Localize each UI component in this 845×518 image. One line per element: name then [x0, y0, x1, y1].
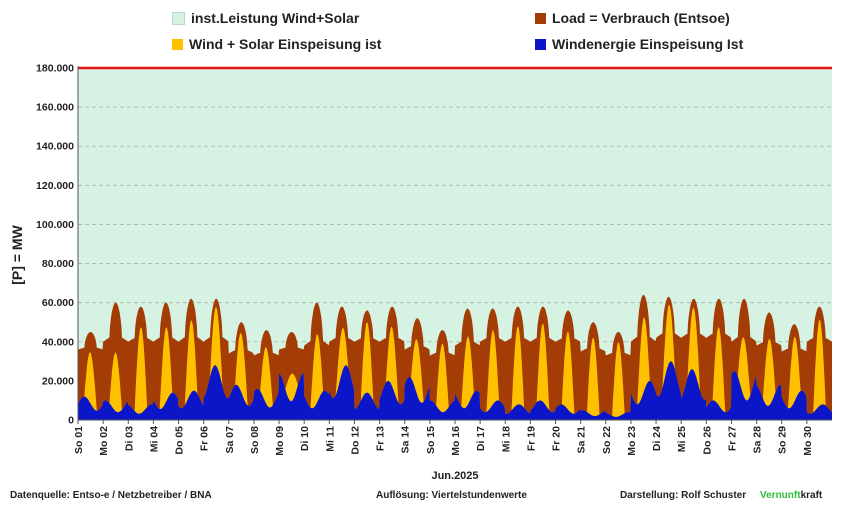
- legend-label-windsolar: Wind + Solar Einspeisung ist: [189, 36, 382, 52]
- y-tick-label: 100.000: [36, 219, 74, 231]
- x-tick-label: Fr 13: [375, 426, 387, 451]
- footer-resolution: Auflösung: Viertelstundenwerte: [376, 490, 527, 501]
- x-tick-label: Di 17: [475, 426, 487, 451]
- x-tick-label: Mi 04: [148, 426, 160, 452]
- y-tick-label: 180.000: [36, 63, 74, 75]
- legend-item-installed: inst.Leistung Wind+Solar: [172, 10, 359, 26]
- legend-label-load: Load = Verbrauch (Entsoe): [552, 10, 730, 26]
- x-tick-label: Do 05: [174, 426, 186, 455]
- x-tick-label: So 29: [777, 426, 789, 454]
- x-tick-label: Fr 20: [551, 426, 563, 451]
- x-tick-label: Di 24: [651, 426, 663, 451]
- y-tick-label: 120.000: [36, 180, 74, 192]
- x-tick-label: Di 03: [123, 426, 135, 451]
- x-axis-label: Jun.2025: [431, 470, 478, 482]
- x-tick-label: Mo 23: [626, 426, 638, 456]
- legend-label-installed: inst.Leistung Wind+Solar: [191, 10, 360, 26]
- x-tick-label: Do 12: [349, 426, 361, 455]
- y-tick-label: 40.000: [42, 336, 74, 348]
- y-tick-label: 20.000: [42, 375, 74, 387]
- legend-item-load: Load = Verbrauch (Entsoe): [535, 10, 730, 26]
- footer-brand-black: kraft: [800, 490, 823, 501]
- y-axis-label: [P] = MW: [9, 224, 25, 284]
- wind-solar-series-area: [78, 304, 832, 420]
- x-axis: So 01 Mo 02 Di 03 Mi 04 Do 05 Fr 06 Sa 07 So 08…: [73, 420, 814, 456]
- x-tick-label: Sa 07: [224, 426, 236, 454]
- y-tick-label: 80.000: [42, 258, 74, 270]
- x-tick-label: Mi 25: [676, 426, 688, 452]
- y-tick-label: 60.000: [42, 297, 74, 309]
- x-tick-label: Mo 16: [450, 426, 462, 456]
- legend-item-windsolar: Wind + Solar Einspeisung ist: [172, 36, 381, 52]
- x-tick-label: Mo 02: [98, 426, 110, 456]
- x-tick-label: Mi 11: [324, 426, 336, 452]
- x-tick-label: Di 10: [299, 426, 311, 451]
- wind-series-area: [78, 361, 832, 420]
- x-tick-label: Mi 18: [500, 426, 512, 452]
- x-tick-label: Sa 14: [400, 426, 412, 454]
- x-tick-label: So 22: [601, 426, 613, 454]
- footer-source: Datenquelle: Entso-e / Netzbetreiber / B…: [10, 490, 212, 501]
- x-tick-label: Do 26: [701, 426, 713, 455]
- x-tick-label: So 15: [425, 426, 437, 454]
- x-tick-label: Sa 21: [576, 426, 588, 454]
- legend-swatch-installed: [172, 11, 185, 25]
- footer-author: Darstellung: Rolf Schuster: [620, 490, 747, 501]
- y-tick-label: 140.000: [36, 141, 74, 153]
- x-tick-label: Fr 27: [726, 426, 738, 451]
- legend-item-wind: Windenergie Einspeisung Ist: [535, 36, 743, 52]
- legend-label-wind: Windenergie Einspeisung Ist: [552, 36, 744, 52]
- legend-swatch-wind: [535, 38, 546, 50]
- y-tick-label: 160.000: [36, 102, 74, 114]
- legend-swatch-load: [535, 12, 546, 24]
- legend-swatch-windsolar: [172, 38, 183, 50]
- footer-brand-green: Vernunft: [760, 490, 801, 501]
- x-tick-label: Mo 30: [802, 426, 814, 456]
- footer-brand: Vernunftkraft: [760, 490, 822, 501]
- x-tick-label: So 01: [73, 426, 85, 454]
- x-tick-label: Sa 28: [752, 426, 764, 454]
- x-tick-label: Fr 06: [199, 426, 211, 451]
- x-tick-label: Mo 09: [274, 426, 286, 456]
- y-tick-label: 0: [68, 415, 74, 427]
- plot-area: [77, 66, 832, 421]
- x-tick-label: So 08: [249, 426, 261, 454]
- y-axis: 0 20.000 40.000 60.000 80.000 100.000 120.000 1…: [36, 63, 74, 427]
- x-tick-label: Fr 19: [525, 426, 537, 451]
